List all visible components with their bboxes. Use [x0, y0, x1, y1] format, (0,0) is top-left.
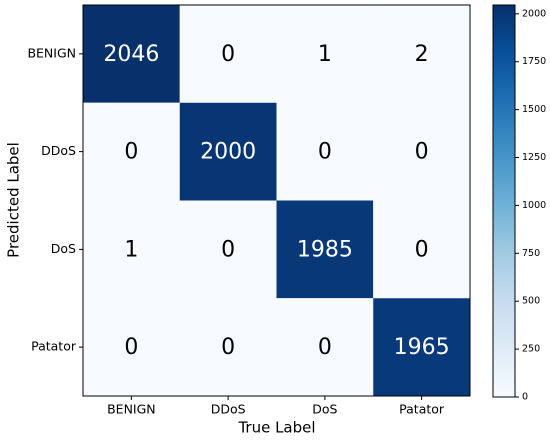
cell — [83, 200, 180, 299]
cell-label: 0 — [221, 335, 235, 360]
cell — [83, 5, 180, 103]
colorbar-tick-label: 1500 — [522, 104, 546, 115]
cell-label: 1985 — [297, 237, 353, 262]
cell — [373, 102, 470, 201]
cell-label: 0 — [124, 140, 138, 165]
cell-label: 0 — [221, 42, 235, 67]
colorbar-tick-label: 2000 — [522, 8, 546, 19]
y-tick-label: DoS — [51, 241, 76, 256]
cell — [276, 102, 374, 201]
cell-label: 2 — [415, 42, 429, 67]
colorbar-tick-label: 750 — [522, 248, 540, 259]
cell-label: 0 — [124, 335, 138, 360]
cell — [179, 298, 277, 396]
cell — [276, 200, 374, 299]
cell — [83, 298, 180, 396]
colorbar-tick-label: 1750 — [522, 56, 546, 67]
cell — [179, 5, 277, 103]
cell-label: 2046 — [103, 42, 159, 67]
y-tick-label: DDoS — [41, 143, 76, 158]
colorbar — [492, 4, 516, 398]
cell-label: 1965 — [394, 335, 450, 360]
y-axis-title: Predicted Label — [5, 142, 23, 258]
colorbar-tick-label: 0 — [522, 392, 528, 403]
colorbar-tick-label: 500 — [522, 296, 540, 307]
cell-label: 0 — [318, 140, 332, 165]
x-tick-label: DDoS — [211, 402, 246, 417]
cell — [373, 5, 470, 103]
cell-label: 0 — [415, 140, 429, 165]
cell — [83, 102, 180, 201]
colorbar-tick-label: 250 — [522, 344, 540, 355]
x-tick-label: Patator — [399, 402, 445, 417]
cell-label: 0 — [221, 237, 235, 262]
cell — [373, 200, 470, 299]
x-tick-label: DoS — [312, 402, 337, 417]
cell — [179, 200, 277, 299]
cell-label: 0 — [415, 237, 429, 262]
x-tick-label: BENIGN — [107, 402, 156, 417]
x-axis-title: True Label — [237, 419, 315, 437]
colorbar-tick-label: 1000 — [522, 200, 546, 211]
frame — [82, 4, 471, 397]
cell-label: 1 — [318, 42, 332, 67]
y-tick-label: BENIGN — [27, 45, 76, 60]
cell — [276, 5, 374, 103]
cell-label: 0 — [318, 335, 332, 360]
colorbar-tick-label: 1250 — [522, 152, 546, 163]
cell — [179, 102, 277, 201]
cell-label: 2000 — [200, 140, 256, 165]
cell-label: 1 — [124, 237, 138, 262]
cell — [276, 298, 374, 396]
y-tick-label: Patator — [31, 339, 77, 354]
cell — [373, 298, 470, 396]
